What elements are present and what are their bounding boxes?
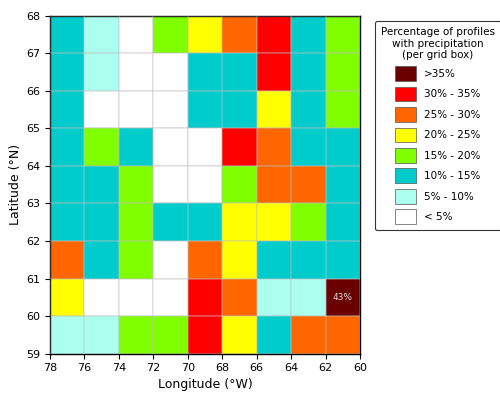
Bar bbox=[291, 316, 326, 354]
Bar bbox=[119, 279, 154, 316]
Bar bbox=[326, 316, 360, 354]
Bar bbox=[50, 241, 84, 279]
Bar bbox=[326, 53, 360, 91]
Bar bbox=[326, 129, 360, 166]
Bar bbox=[188, 241, 222, 279]
Bar bbox=[291, 129, 326, 166]
Bar bbox=[291, 91, 326, 129]
Bar bbox=[119, 166, 154, 204]
Bar bbox=[222, 129, 256, 166]
Bar bbox=[256, 166, 291, 204]
Bar bbox=[119, 91, 154, 129]
Bar bbox=[119, 316, 154, 354]
Bar bbox=[154, 204, 188, 241]
Bar bbox=[119, 16, 154, 53]
Bar bbox=[188, 279, 222, 316]
Bar bbox=[84, 166, 119, 204]
Bar bbox=[222, 16, 256, 53]
Bar bbox=[154, 316, 188, 354]
Bar bbox=[222, 241, 256, 279]
Bar bbox=[154, 53, 188, 91]
Bar bbox=[256, 91, 291, 129]
Bar bbox=[154, 16, 188, 53]
Bar bbox=[84, 129, 119, 166]
Bar bbox=[326, 241, 360, 279]
Bar bbox=[188, 91, 222, 129]
Bar bbox=[291, 166, 326, 204]
Bar bbox=[291, 204, 326, 241]
Bar bbox=[256, 129, 291, 166]
Bar bbox=[188, 316, 222, 354]
Bar bbox=[50, 129, 84, 166]
Bar bbox=[50, 53, 84, 91]
Bar bbox=[256, 316, 291, 354]
Bar bbox=[119, 53, 154, 91]
Bar bbox=[50, 91, 84, 129]
Bar bbox=[154, 166, 188, 204]
Bar bbox=[326, 166, 360, 204]
Bar bbox=[188, 53, 222, 91]
Bar bbox=[222, 204, 256, 241]
Bar bbox=[222, 316, 256, 354]
Bar bbox=[188, 204, 222, 241]
Bar bbox=[119, 204, 154, 241]
Bar bbox=[188, 129, 222, 166]
Bar bbox=[326, 204, 360, 241]
Bar bbox=[84, 204, 119, 241]
Bar bbox=[291, 53, 326, 91]
Y-axis label: Latitude (°N): Latitude (°N) bbox=[9, 144, 22, 225]
Bar bbox=[256, 241, 291, 279]
Bar bbox=[84, 279, 119, 316]
Bar bbox=[256, 53, 291, 91]
Bar bbox=[154, 241, 188, 279]
Bar bbox=[256, 204, 291, 241]
Bar bbox=[84, 241, 119, 279]
Bar bbox=[326, 16, 360, 53]
Legend: >35%, 30% - 35%, 25% - 30%, 20% - 25%, 15% - 20%, 10% - 15%, 5% - 10%, < 5%: >35%, 30% - 35%, 25% - 30%, 20% - 25%, 1… bbox=[374, 21, 500, 230]
Bar bbox=[84, 16, 119, 53]
Bar bbox=[154, 279, 188, 316]
Bar bbox=[222, 166, 256, 204]
Bar bbox=[222, 53, 256, 91]
Bar bbox=[50, 316, 84, 354]
Bar bbox=[188, 16, 222, 53]
Bar bbox=[326, 279, 360, 316]
Bar bbox=[119, 129, 154, 166]
Bar bbox=[154, 91, 188, 129]
Bar bbox=[154, 129, 188, 166]
Bar bbox=[326, 91, 360, 129]
Bar bbox=[84, 316, 119, 354]
Bar bbox=[50, 204, 84, 241]
Bar bbox=[84, 53, 119, 91]
Bar bbox=[50, 279, 84, 316]
Bar bbox=[119, 241, 154, 279]
Bar bbox=[291, 279, 326, 316]
Bar bbox=[256, 279, 291, 316]
X-axis label: Longitude (°W): Longitude (°W) bbox=[158, 378, 252, 391]
Bar bbox=[188, 166, 222, 204]
Bar bbox=[50, 166, 84, 204]
Bar bbox=[256, 16, 291, 53]
Bar bbox=[291, 241, 326, 279]
Bar bbox=[50, 16, 84, 53]
Bar bbox=[84, 91, 119, 129]
Bar bbox=[222, 279, 256, 316]
Bar bbox=[222, 91, 256, 129]
Text: 43%: 43% bbox=[333, 293, 353, 302]
Bar bbox=[291, 16, 326, 53]
